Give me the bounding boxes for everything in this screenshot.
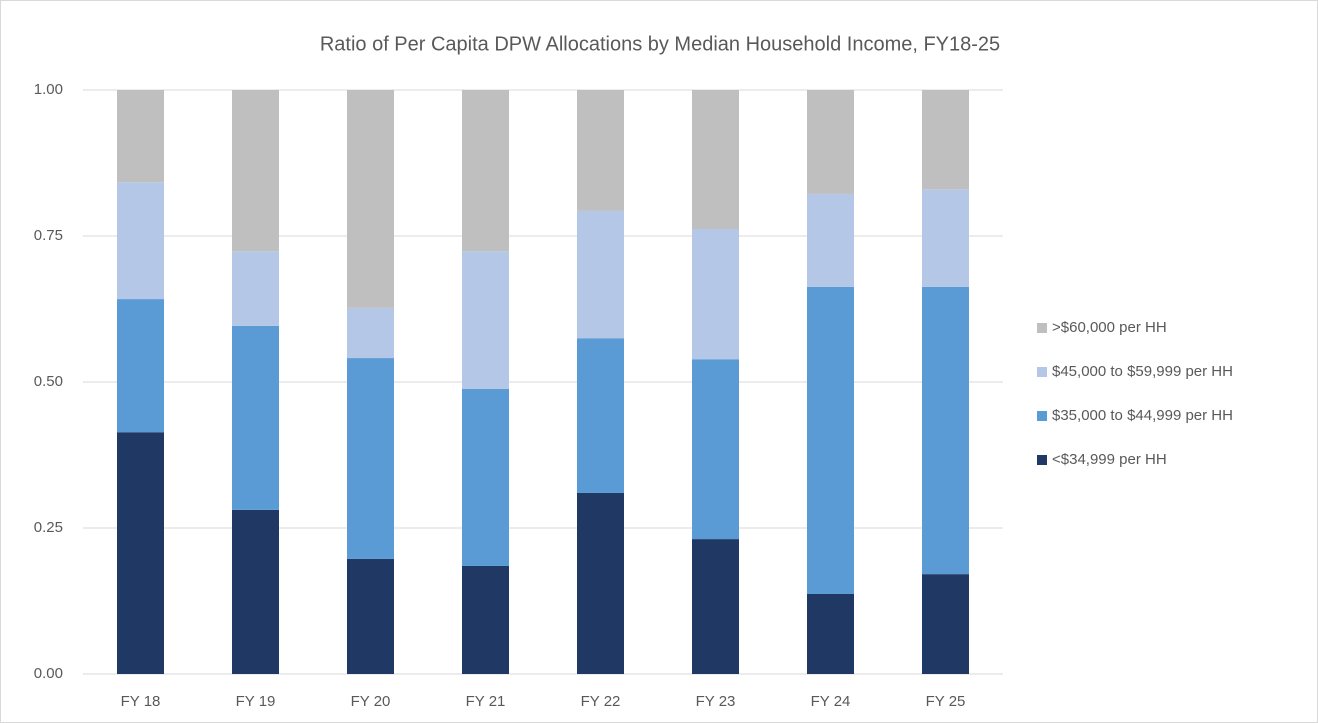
bar-segment bbox=[692, 228, 739, 360]
x-tick-label: FY 19 bbox=[236, 693, 276, 710]
x-tick-label: FY 18 bbox=[121, 693, 161, 710]
bar-segment bbox=[232, 251, 279, 326]
bar-segment bbox=[692, 359, 739, 540]
x-tick-label: FY 22 bbox=[581, 693, 621, 710]
legend-swatch bbox=[1037, 411, 1047, 421]
bar-segment bbox=[117, 299, 164, 433]
bar-segment bbox=[807, 286, 854, 594]
bar-segment bbox=[922, 189, 969, 287]
bar-segment bbox=[462, 389, 509, 566]
legend-label: <$34,999 per HH bbox=[1052, 451, 1167, 468]
bar-segment bbox=[117, 182, 164, 300]
legend-swatch bbox=[1037, 323, 1047, 333]
bar-segment bbox=[117, 432, 164, 674]
bar-segment bbox=[462, 251, 509, 390]
bar-segment bbox=[577, 90, 624, 211]
legend-label: $35,000 to $44,999 per HH bbox=[1052, 407, 1233, 424]
bar-segment bbox=[462, 565, 509, 674]
bar-segment bbox=[692, 90, 739, 229]
bar-segment bbox=[347, 90, 394, 308]
bar-segment bbox=[577, 492, 624, 674]
y-tick-label: 0.75 bbox=[34, 227, 63, 244]
bar-segment bbox=[232, 509, 279, 674]
chart-title: Ratio of Per Capita DPW Allocations by M… bbox=[320, 33, 1000, 55]
y-tick-label: 0.00 bbox=[34, 665, 63, 682]
bar-segment bbox=[347, 358, 394, 559]
bar-segment bbox=[462, 90, 509, 252]
bar-segment bbox=[347, 558, 394, 674]
bar-segment bbox=[232, 325, 279, 510]
bar-segment bbox=[117, 90, 164, 183]
bar-segment bbox=[347, 307, 394, 359]
bar-segment bbox=[577, 210, 624, 339]
legend-label: $45,000 to $59,999 per HH bbox=[1052, 363, 1233, 380]
x-tick-label: FY 23 bbox=[696, 693, 736, 710]
y-tick-label: 0.50 bbox=[34, 373, 63, 390]
y-tick-label: 1.00 bbox=[34, 81, 63, 98]
legend-swatch bbox=[1037, 367, 1047, 377]
legend-label: >$60,000 per HH bbox=[1052, 319, 1167, 336]
x-tick-label: FY 25 bbox=[926, 693, 966, 710]
x-tick-label: FY 20 bbox=[351, 693, 391, 710]
x-tick-label: FY 21 bbox=[466, 693, 506, 710]
bar-segment bbox=[807, 193, 854, 287]
y-tick-label: 0.25 bbox=[34, 519, 63, 536]
bar-segment bbox=[692, 539, 739, 674]
bar-segment bbox=[807, 90, 854, 194]
bar-segment bbox=[577, 338, 624, 493]
x-tick-label: FY 24 bbox=[811, 693, 851, 710]
bar-segment bbox=[922, 90, 969, 190]
bar-segment bbox=[922, 286, 969, 575]
bar-segment bbox=[922, 574, 969, 674]
bar-segment bbox=[807, 593, 854, 674]
legend-swatch bbox=[1037, 455, 1047, 465]
bar-segment bbox=[232, 90, 279, 252]
